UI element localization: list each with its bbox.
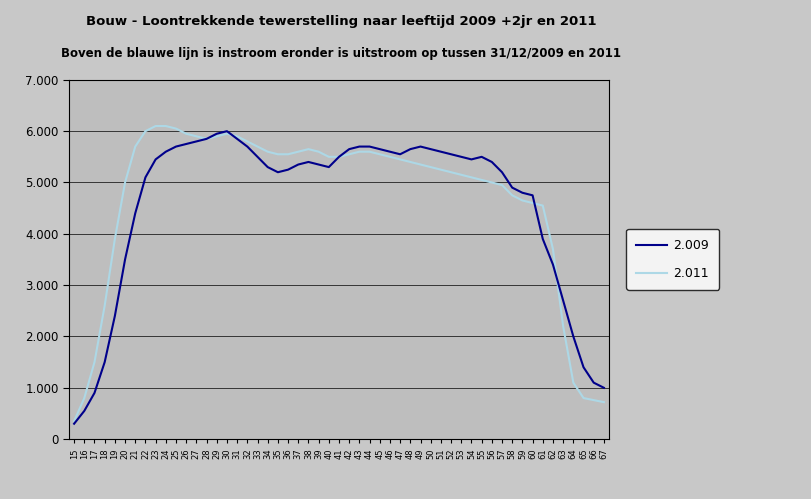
2.011 xyxy=(395,156,405,162)
2.009 xyxy=(547,261,557,267)
Text: Boven de blauwe lijn is instroom eronder is uitstroom op tussen 31/12/2009 en 20: Boven de blauwe lijn is instroom eronder… xyxy=(61,47,620,60)
2.011 xyxy=(599,399,608,405)
Legend: 2.009, 2.011: 2.009, 2.011 xyxy=(625,229,719,290)
2.011 xyxy=(547,246,557,252)
Text: Bouw - Loontrekkende tewerstelling naar leeftijd 2009 +2jr en 2011: Bouw - Loontrekkende tewerstelling naar … xyxy=(86,15,595,28)
2.011 xyxy=(384,154,394,160)
2.009 xyxy=(599,385,608,391)
2.009 xyxy=(395,151,405,157)
2.011 xyxy=(151,123,161,129)
2.011 xyxy=(221,131,231,137)
Line: 2.009: 2.009 xyxy=(74,131,603,424)
2.011 xyxy=(487,180,496,186)
Line: 2.011: 2.011 xyxy=(74,126,603,421)
2.009 xyxy=(415,144,425,150)
2.009 xyxy=(384,149,394,155)
2.009 xyxy=(221,128,231,134)
2.011 xyxy=(415,162,425,168)
2.009 xyxy=(212,131,221,137)
2.009 xyxy=(487,159,496,165)
2.009 xyxy=(69,421,79,427)
2.011 xyxy=(69,418,79,424)
